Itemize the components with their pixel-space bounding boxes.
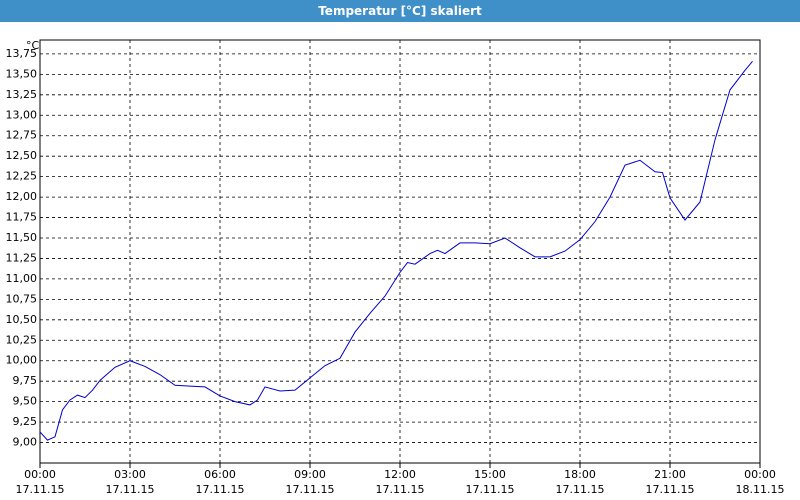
y-tick-label: 12,75 xyxy=(6,129,38,142)
y-tick-label: 12,50 xyxy=(6,149,38,162)
x-tick-label: 00:00 xyxy=(744,468,776,481)
y-tick-label: 9,50 xyxy=(13,395,38,408)
y-tick-label: 9,25 xyxy=(13,415,38,428)
x-tick-date: 17.11.15 xyxy=(376,483,425,496)
x-tick-label: 15:00 xyxy=(474,468,506,481)
y-tick-label: 11,50 xyxy=(6,231,38,244)
x-tick-label: 09:00 xyxy=(294,468,326,481)
y-tick-label: 11,75 xyxy=(6,211,38,224)
y-tick-label: 13,75 xyxy=(6,47,38,60)
x-tick-date: 17.11.15 xyxy=(106,483,155,496)
x-tick-label: 18:00 xyxy=(564,468,596,481)
y-tick-label: 13,25 xyxy=(6,88,38,101)
x-tick-label: 12:00 xyxy=(384,468,416,481)
x-tick-label: 00:00 xyxy=(24,468,56,481)
y-tick-label: 13,50 xyxy=(6,67,38,80)
y-tick-label: 11,25 xyxy=(6,251,38,264)
x-tick-date: 17.11.15 xyxy=(646,483,695,496)
y-tick-label: 10,50 xyxy=(6,313,38,326)
y-unit: °C xyxy=(26,39,40,52)
y-tick-label: 10,00 xyxy=(6,354,38,367)
y-tick-label: 10,75 xyxy=(6,292,38,305)
y-tick-label: 13,00 xyxy=(6,108,38,121)
x-tick-date: 17.11.15 xyxy=(286,483,335,496)
x-tick-label: 21:00 xyxy=(654,468,686,481)
x-tick-label: 06:00 xyxy=(204,468,236,481)
x-tick-date: 18.11.15 xyxy=(736,483,785,496)
y-tick-label: 10,25 xyxy=(6,333,38,346)
x-tick-date: 17.11.15 xyxy=(16,483,65,496)
temperature-line xyxy=(39,60,753,441)
title-bar: Temperatur [°C] skaliert xyxy=(0,0,800,22)
x-tick-date: 17.11.15 xyxy=(466,483,515,496)
x-tick-label: 03:00 xyxy=(114,468,146,481)
y-tick-label: 11,00 xyxy=(6,272,38,285)
x-tick-date: 17.11.15 xyxy=(196,483,245,496)
chart: °C 9,00 9,25 9,50 9,75 10,00 10,25 10,50 10,75 1… xyxy=(6,39,785,496)
y-tick-label: 9,00 xyxy=(13,436,38,449)
y-tick-label: 9,75 xyxy=(13,374,38,387)
y-tick-label: 12,25 xyxy=(6,170,38,183)
y-tick-label: 12,00 xyxy=(6,190,38,203)
x-tick-date: 17.11.15 xyxy=(556,483,605,496)
